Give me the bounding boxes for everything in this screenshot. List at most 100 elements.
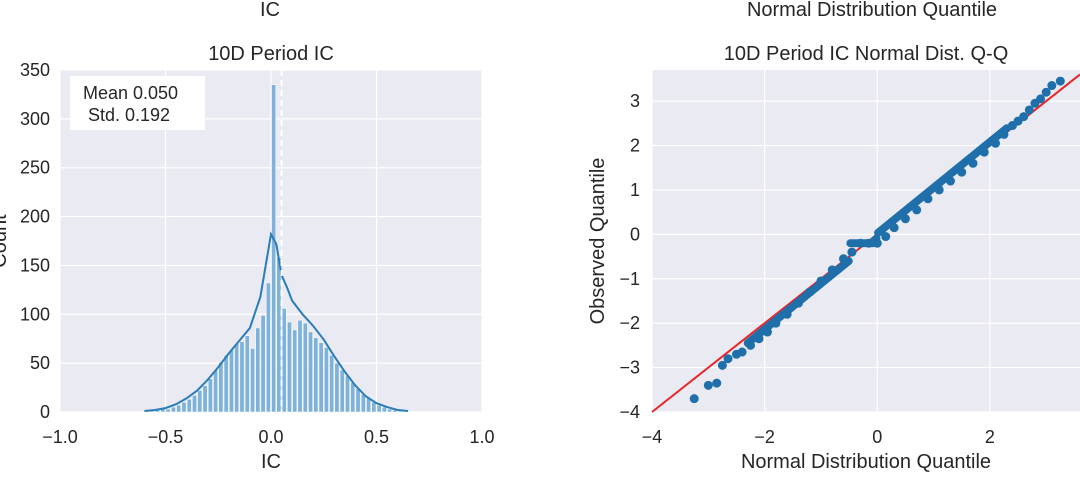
histogram-bar — [297, 319, 303, 413]
std-annotation: Std. 0.192 — [83, 105, 170, 125]
qq-y-tick-label: −3 — [619, 358, 640, 378]
histogram-y-tick-label: 300 — [20, 109, 50, 129]
histogram-bar — [334, 362, 340, 413]
qq-x-tick-labels: −4 −2 0 2 — [642, 427, 995, 447]
qq-title: 10D Period IC Normal Dist. Q-Q — [724, 43, 1009, 65]
histogram-bar — [276, 257, 282, 413]
qq-point — [717, 360, 727, 370]
histogram-bar — [271, 84, 277, 413]
histogram-y-tick-label: 50 — [30, 353, 50, 373]
histogram-y-tick-label: 350 — [20, 60, 50, 80]
histogram-bar — [329, 355, 335, 413]
histogram-bar — [207, 378, 213, 413]
histogram-x-tick-label: 0.0 — [258, 427, 283, 447]
histogram-bar — [355, 388, 361, 413]
qq-y-tick-label: −4 — [619, 402, 640, 422]
histogram-bar — [366, 398, 371, 413]
qq-x-tick-label: −2 — [754, 427, 775, 447]
stats-annotation-box: Mean 0.050 Std. 0.192 — [70, 76, 205, 130]
histogram-bar — [234, 343, 240, 413]
qq-point — [723, 354, 733, 364]
histogram-y-tick-labels: 0 50 100 150 200 250 300 350 — [20, 60, 50, 422]
qq-y-tick-label: 2 — [630, 136, 640, 156]
qq-y-tick-label: −2 — [619, 313, 640, 333]
qq-y-tick-label: −1 — [619, 269, 640, 289]
histogram-bar — [197, 390, 203, 413]
qq-point — [844, 257, 853, 266]
qq-point — [847, 247, 857, 257]
clipped-upper-xlabel: Normal Distribution Quantile — [747, 0, 997, 21]
histogram-bars — [144, 84, 403, 413]
histogram-bar — [350, 382, 356, 413]
histogram-bar — [313, 337, 319, 413]
histogram-y-tick-label: 0 — [40, 402, 50, 422]
qq-x-axis-label: Normal Distribution Quantile — [741, 451, 991, 473]
kde-curve — [144, 231, 409, 412]
histogram-x-tick-label: −0.5 — [148, 427, 184, 447]
histogram-bar — [360, 394, 366, 413]
qq-x-tick-label: 2 — [985, 427, 995, 447]
qq-point — [1047, 81, 1057, 91]
qq-y-tick-labels: −4 −3 −2 −1 0 1 2 3 — [619, 91, 640, 422]
histogram-bar — [192, 395, 197, 413]
mean-annotation: Mean 0.050 — [83, 83, 178, 103]
histogram-y-tick-label: 100 — [20, 304, 50, 324]
qq-point — [1055, 76, 1065, 86]
histogram-bar — [387, 408, 393, 413]
histogram-bar — [371, 401, 377, 413]
histogram-bar — [171, 406, 176, 413]
histogram-bar — [324, 347, 329, 413]
histogram-bar — [255, 327, 261, 413]
histogram-panel: IC Mean 0.050 Std. 0.192 10D Period IC −… — [0, 0, 495, 473]
qq-point — [703, 380, 713, 390]
histogram-bar — [229, 349, 234, 413]
histogram-bar — [292, 329, 298, 413]
histogram-x-tick-label: 1.0 — [469, 427, 494, 447]
histogram-bar — [265, 282, 271, 413]
histogram-bar — [287, 321, 292, 413]
qq-point — [689, 394, 699, 404]
histogram-y-tick-label: 150 — [20, 255, 50, 275]
qq-point — [881, 232, 891, 242]
histogram-bar — [202, 385, 208, 413]
qq-point — [1036, 94, 1046, 104]
histogram-bar — [244, 335, 250, 413]
qq-y-tick-label: 1 — [630, 180, 640, 200]
histogram-bar — [176, 404, 182, 413]
histogram-x-tick-label: 0.5 — [364, 427, 389, 447]
qq-panel: Normal Distribution Quantile 10D Period … — [587, 0, 1080, 473]
histogram-bar — [223, 355, 229, 413]
qq-point — [1024, 105, 1034, 115]
histogram-bar — [281, 308, 287, 413]
stats-annotation-background — [70, 76, 205, 130]
histogram-bar — [239, 341, 245, 413]
qq-point — [1041, 87, 1051, 97]
histogram-y-axis-label: Count — [0, 214, 11, 268]
histogram-x-tick-labels: −1.0 −0.5 0.0 0.5 1.0 — [42, 427, 494, 447]
histogram-bar — [181, 401, 187, 413]
qq-gridlines — [651, 70, 1080, 413]
qq-x-tick-label: 0 — [872, 427, 882, 447]
histogram-bar — [218, 361, 224, 413]
histogram-bar — [186, 399, 192, 413]
histogram-bar — [260, 315, 266, 413]
histogram-bar — [345, 375, 350, 413]
histogram-bar — [165, 408, 171, 413]
histogram-gridlines — [59, 69, 483, 413]
qq-point — [712, 378, 722, 388]
histogram-x-tick-label: −1.0 — [42, 427, 78, 447]
histogram-bar — [382, 406, 387, 413]
histogram-x-axis-label: IC — [261, 451, 281, 473]
histogram-bar — [339, 369, 345, 413]
histogram-bar — [302, 322, 308, 413]
clipped-upper-xlabel: IC — [260, 0, 280, 21]
qq-x-tick-label: −4 — [642, 427, 663, 447]
histogram-bar — [250, 348, 255, 413]
histogram-y-tick-label: 200 — [20, 207, 50, 227]
qq-point — [1002, 124, 1011, 133]
qq-point — [737, 347, 747, 357]
histogram-bar — [376, 404, 382, 413]
histogram-bar — [308, 331, 313, 413]
histogram-y-tick-label: 250 — [20, 158, 50, 178]
